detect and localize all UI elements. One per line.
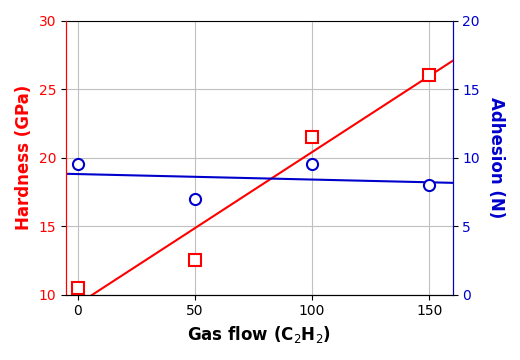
Y-axis label: Hardness (GPa): Hardness (GPa): [15, 85, 33, 230]
Y-axis label: Adhesion (N): Adhesion (N): [487, 97, 505, 218]
X-axis label: Gas flow (C$_2$H$_2$): Gas flow (C$_2$H$_2$): [187, 324, 331, 345]
